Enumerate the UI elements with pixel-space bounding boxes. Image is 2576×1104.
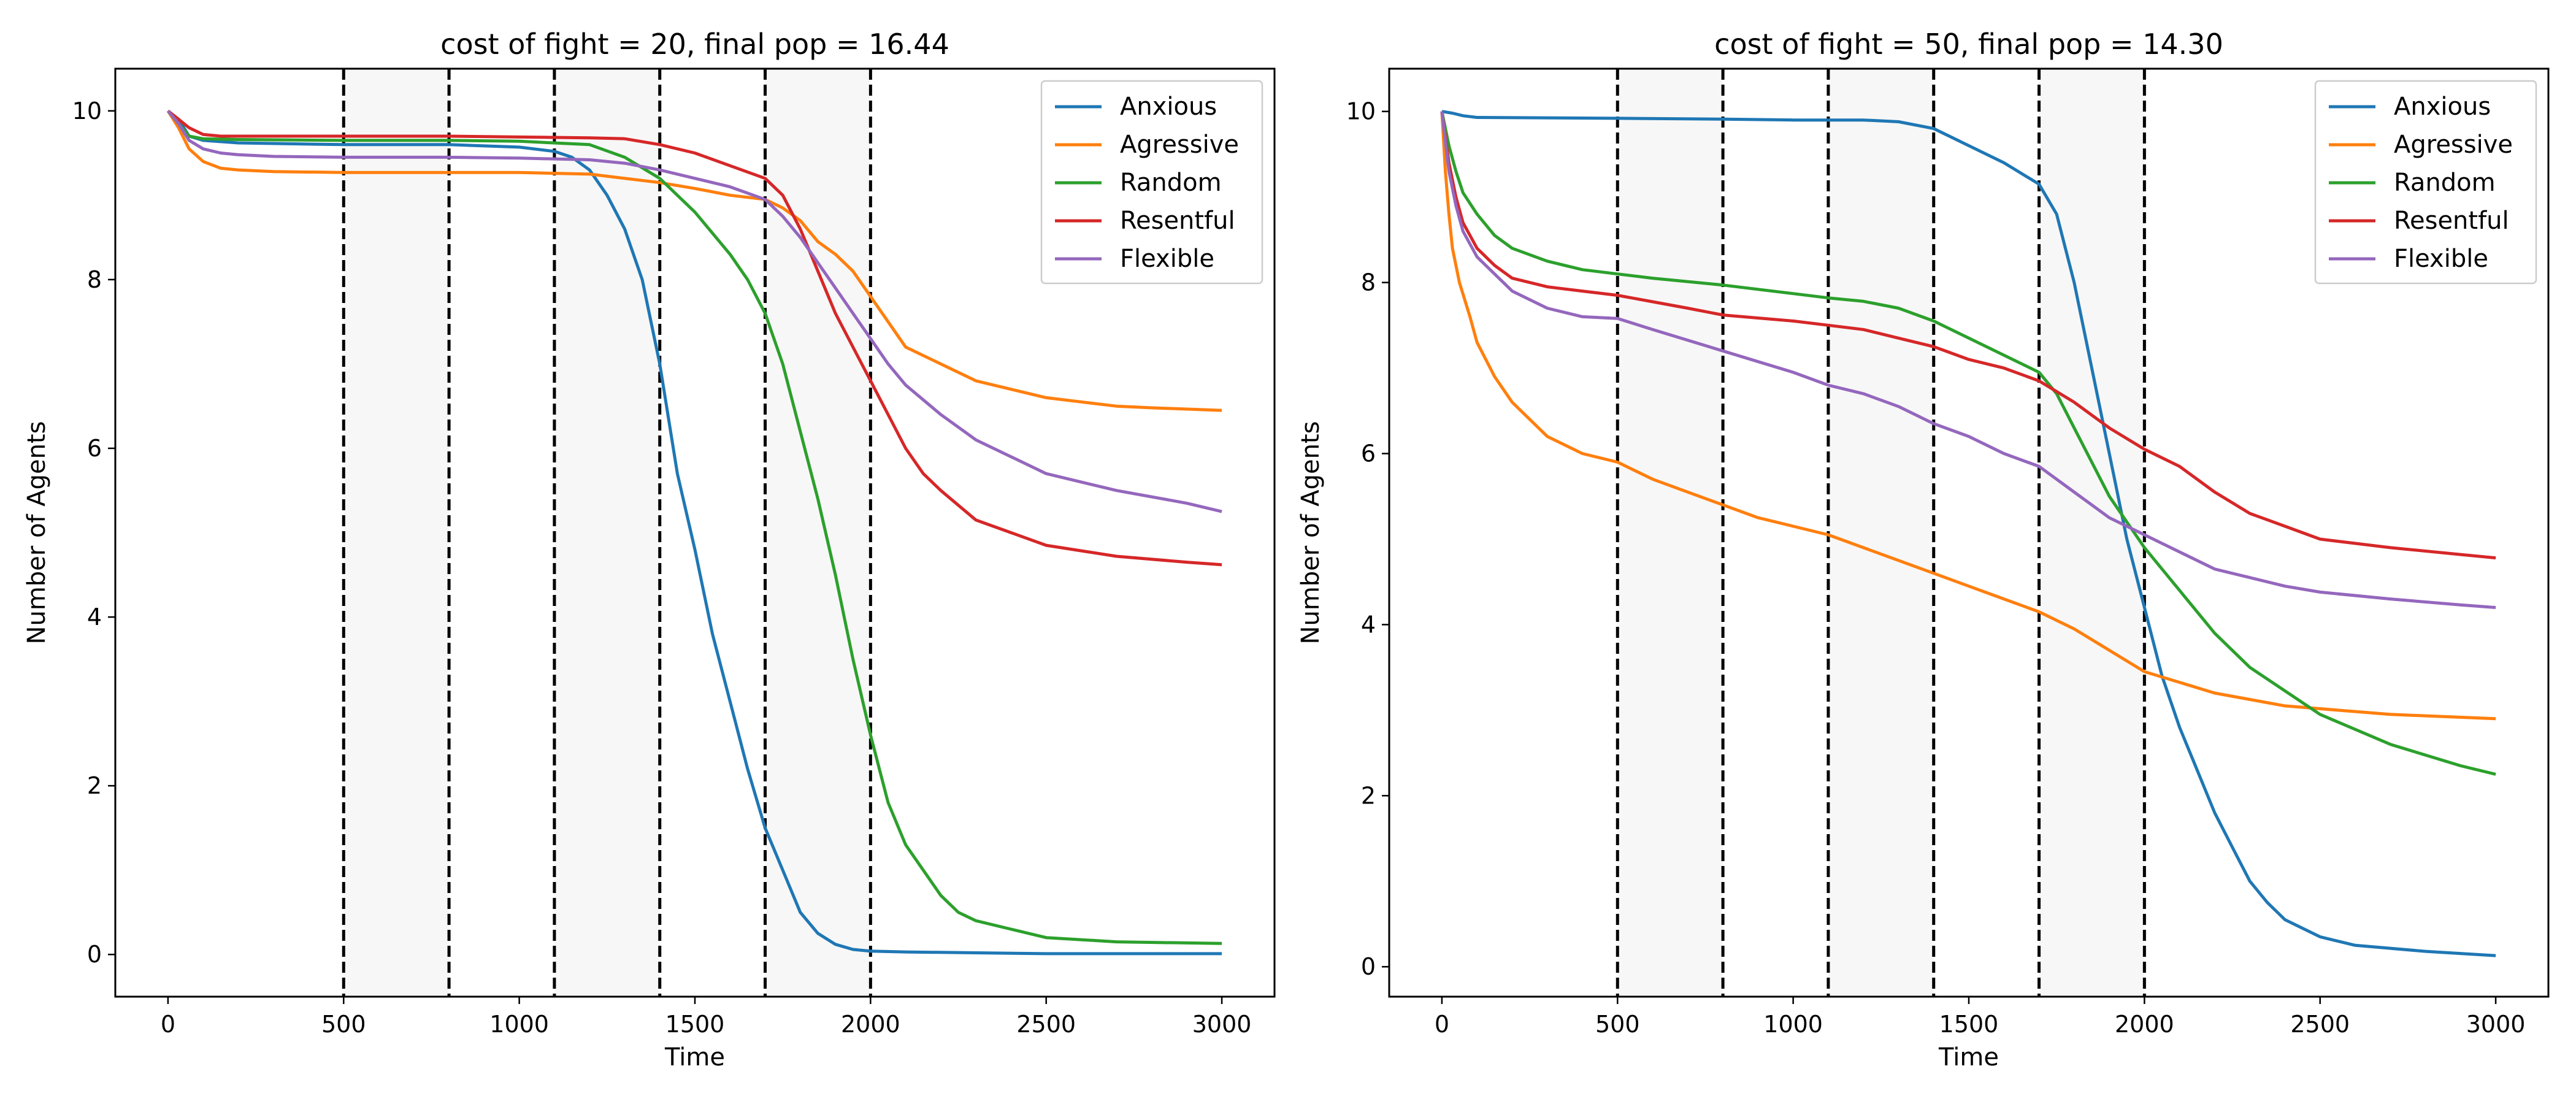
- series-line-anxious: [1441, 110, 2496, 957]
- y-tick-label: 2: [87, 772, 102, 799]
- series-line-agressive: [166, 110, 1222, 412]
- x-tick-label: 0: [161, 1011, 175, 1038]
- right-chart-panel: 0 500 1000 1500 2000 2500 3000 0 2 4 6 8 10 cost of f…: [1297, 28, 2550, 1071]
- y-tick-label: 10: [72, 98, 102, 125]
- x-tick-label: 2000: [2115, 1011, 2174, 1038]
- shaded-band-2: [765, 69, 871, 997]
- legend-label-random: Random: [2394, 169, 2496, 197]
- x-tick-label: 2000: [841, 1011, 900, 1038]
- series-line-anxious: [167, 109, 1222, 956]
- legend-box: [2314, 80, 2537, 285]
- series-line-resentful: [1440, 111, 2496, 560]
- x-tick-label: 1000: [1763, 1011, 1823, 1038]
- left-chart-panel: 0 500 1000 1500 2000 2500 3000 0 2 4 6 8 10 cost of f…: [23, 28, 1276, 1071]
- legend-label-anxious: Anxious: [1120, 93, 1217, 121]
- x-tick-label: 2500: [1016, 1011, 1076, 1038]
- legend-label-resentful: Resentful: [2394, 207, 2509, 235]
- legend-label-flexible: Flexible: [1120, 245, 1214, 273]
- y-tick-label: 0: [1361, 953, 1376, 980]
- x-tick-label: 1500: [665, 1011, 725, 1038]
- x-tick-label: 3000: [2466, 1011, 2526, 1038]
- x-tick-label: 1500: [1939, 1011, 1999, 1038]
- y-tick-label: 4: [1361, 611, 1376, 638]
- series-line-agressive: [1440, 111, 2496, 721]
- x-axis-label: Time: [1938, 1043, 1999, 1071]
- chart-title: cost of fight = 20, final pop = 16.44: [440, 28, 949, 61]
- shaded-band-1: [554, 69, 660, 997]
- y-tick-label: 4: [87, 604, 102, 631]
- legend: Anxious Agressive Random Resentful Flexible: [2314, 80, 2537, 285]
- y-tick-label: 0: [87, 941, 102, 968]
- shaded-band-0: [1617, 69, 1723, 997]
- y-axis-label: Number of Agents: [23, 421, 51, 645]
- y-tick-label: 10: [1346, 98, 1376, 125]
- y-axis-label: Number of Agents: [1297, 421, 1325, 645]
- legend-label-resentful: Resentful: [1120, 207, 1235, 235]
- legend-label-agressive: Agressive: [2394, 131, 2513, 159]
- shaded-band-2: [2039, 69, 2145, 997]
- series-line-flexible: [166, 110, 1222, 513]
- legend: Anxious Agressive Random Resentful Flexible: [1040, 80, 1263, 285]
- x-tick-label: 500: [1595, 1011, 1640, 1038]
- series-line-resentful: [167, 109, 1222, 567]
- series-line-random: [1440, 111, 2496, 776]
- shaded-band-0: [343, 69, 450, 997]
- series-line-flexible: [1440, 111, 2496, 609]
- x-tick-label: 1000: [489, 1011, 549, 1038]
- legend-label-anxious: Anxious: [2394, 93, 2491, 121]
- x-tick-label: 3000: [1192, 1011, 1252, 1038]
- y-tick-label: 2: [1361, 782, 1376, 809]
- x-tick-label: 500: [321, 1011, 366, 1038]
- x-tick-label: 0: [1435, 1011, 1449, 1038]
- legend-label-random: Random: [1120, 169, 1222, 197]
- x-axis-label: Time: [664, 1043, 725, 1071]
- x-tick-label: 2500: [2290, 1011, 2350, 1038]
- shaded-band-1: [1828, 69, 1934, 997]
- legend-label-agressive: Agressive: [1120, 131, 1239, 159]
- y-tick-label: 6: [1361, 440, 1376, 467]
- series-line-random: [166, 110, 1222, 945]
- y-tick-label: 6: [87, 435, 102, 462]
- y-tick-label: 8: [87, 266, 102, 293]
- y-tick-label: 8: [1361, 269, 1376, 296]
- chart-title: cost of fight = 50, final pop = 14.30: [1714, 28, 2223, 61]
- legend-box: [1040, 80, 1263, 285]
- legend-label-flexible: Flexible: [2394, 245, 2488, 273]
